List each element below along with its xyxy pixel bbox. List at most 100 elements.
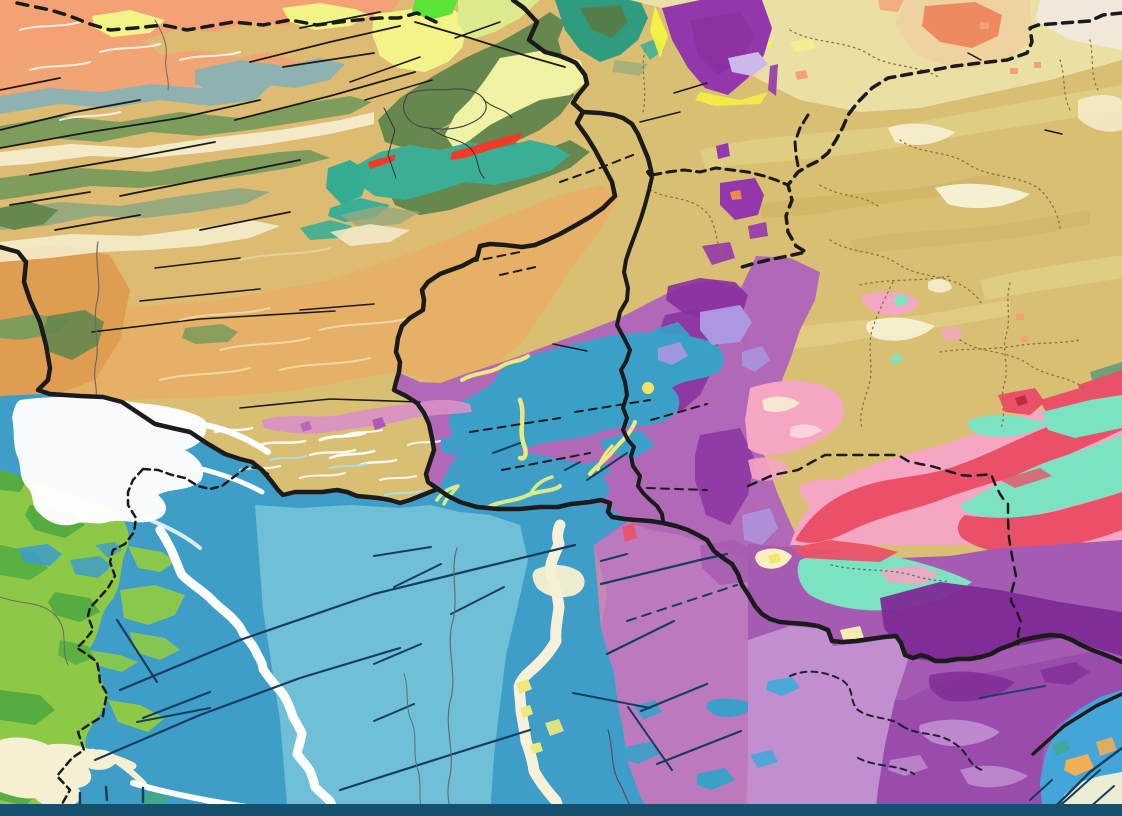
fault-plains-5 (239, 398, 421, 409)
dot-mint-1 (893, 294, 909, 307)
blue-tongue-north-of-border (438, 445, 610, 509)
dotted-admin-7 (939, 339, 1081, 353)
wisp-sage-below (340, 206, 420, 228)
fault-plains-2 (139, 288, 261, 302)
admin-wiggle-plains (93, 241, 100, 397)
patch-yellow-ne2 (790, 38, 816, 52)
green-arm-5 (88, 650, 138, 672)
fault-dashed-khaki3 (559, 152, 639, 183)
fault-corner-4 (1029, 779, 1053, 801)
fault-dashed-magenta1 (469, 417, 561, 433)
dotted-admin-5 (860, 281, 894, 429)
dot-salmon-5 (1021, 336, 1028, 342)
border-dashed-link (650, 166, 790, 187)
fault-dashed-khaki2 (499, 265, 541, 276)
white-channel-blob (12, 396, 207, 526)
pink-bit-ne (940, 325, 963, 342)
fault-nw-2 (0, 99, 261, 149)
fault-plains-3 (299, 303, 375, 311)
fault-knot-long (414, 21, 566, 68)
fault-cross-7 (627, 706, 673, 771)
fault-tick-1 (967, 52, 982, 61)
blob-salmon-ne (922, 2, 1002, 48)
river-cream-sw-arm2 (115, 759, 147, 787)
dot-salmon-3 (1034, 62, 1041, 68)
dotted-admin-mint (830, 564, 949, 583)
fault-knot-3 (454, 21, 501, 39)
plum-patch-3 (888, 755, 928, 776)
white-speckle-7 (379, 475, 417, 481)
dashed-admin-se2 (901, 725, 983, 771)
fault-plains-4 (154, 257, 241, 269)
fault-dashed-magenta5 (646, 487, 708, 491)
dot-salmon-6 (795, 70, 808, 80)
blue-lagoon-2 (70, 556, 112, 578)
fault-purple-se (979, 685, 1046, 699)
wisp-white-nw3 (29, 61, 91, 71)
wisp-white-nw5 (59, 111, 121, 121)
white-speckle-1 (213, 426, 254, 434)
band-cream-1 (0, 112, 374, 166)
vein-yg-main (485, 484, 562, 510)
teal-patch-s4 (620, 742, 660, 764)
blob-salmon-small1 (878, 0, 904, 12)
fault-tick-3 (673, 82, 708, 94)
vein-yellow-3 (588, 420, 637, 476)
dotted-admin-9 (642, 49, 646, 113)
fault-blue-5 (373, 546, 432, 557)
river-cream-head (532, 564, 585, 598)
dot-salmon-2 (1010, 68, 1018, 74)
wisp-white-nw4 (179, 51, 241, 61)
green-mid-7 (58, 640, 95, 665)
cream-bit-se (840, 626, 864, 642)
region-plum-sw (748, 626, 908, 816)
admin-knot-inner2 (483, 99, 513, 119)
fault-tick-4 (639, 111, 681, 123)
patch-palepink (790, 424, 822, 438)
green-mid-1 (0, 470, 28, 492)
fault-dashed-cross (626, 584, 738, 622)
fault-blue-10 (141, 690, 212, 720)
river-cream-sw-arm1 (88, 748, 137, 770)
fault-blue-long2 (93, 646, 402, 762)
border-dashed-greenblue (55, 467, 145, 816)
cyan-speckle-1 (269, 455, 307, 461)
river-white-west (155, 525, 342, 816)
fault-nw-8 (249, 25, 401, 63)
fault-nw-3 (29, 141, 216, 176)
dotted-admin-2 (899, 139, 1061, 229)
border-dashed-sayan (746, 453, 1023, 646)
fault-blue-7 (450, 586, 505, 615)
fault-knot-1 (349, 56, 421, 83)
green-arm-1 (128, 546, 175, 572)
fault-blue-13 (564, 461, 581, 471)
purple-dark-band-se (880, 582, 1122, 662)
lens-red-1 (450, 132, 522, 160)
fault-nw-1 (0, 99, 141, 131)
dotted-admin-12 (859, 275, 951, 286)
fault-nw-5 (119, 159, 301, 197)
strip-bottom-navy (0, 804, 1122, 816)
admin-wiggle-tan (383, 107, 397, 179)
streak-khaki-dark-2 (850, 210, 1090, 254)
pink-in-mint (880, 565, 940, 585)
dotted-admin-1 (789, 29, 941, 79)
mint-band-ne (1042, 395, 1122, 438)
border-corner-edge (1031, 692, 1122, 756)
crimson-band-ne2 (1040, 388, 1088, 416)
fault-knot-2 (364, 79, 433, 101)
crimson-wisp-in-mint (1000, 468, 1052, 488)
patch-lime-green (412, 0, 458, 20)
band-grayteal-2 (0, 80, 270, 114)
dotted-admin-8 (649, 189, 725, 259)
purple-blob-d (702, 242, 735, 265)
blob-yellow-river3 (530, 742, 543, 754)
knot-paleyellow-core (445, 50, 588, 150)
wisp-cream-arc (330, 224, 410, 246)
lavender-patch-3 (742, 346, 770, 372)
fault-blue-8 (373, 643, 422, 665)
admin-wiggle-blue1 (447, 547, 458, 816)
dot-mint-2 (890, 353, 903, 364)
